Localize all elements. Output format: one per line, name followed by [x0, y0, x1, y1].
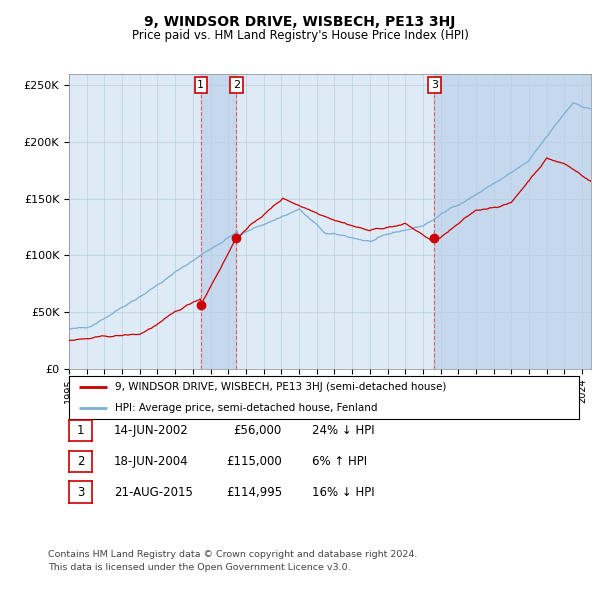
Text: Contains HM Land Registry data © Crown copyright and database right 2024.: Contains HM Land Registry data © Crown c… [48, 550, 418, 559]
Text: 2: 2 [77, 455, 84, 468]
Text: This data is licensed under the Open Government Licence v3.0.: This data is licensed under the Open Gov… [48, 563, 350, 572]
Text: 3: 3 [77, 486, 84, 499]
Text: 6% ↑ HPI: 6% ↑ HPI [312, 455, 367, 468]
Text: £115,000: £115,000 [226, 455, 282, 468]
Text: 14-JUN-2002: 14-JUN-2002 [114, 424, 189, 437]
Text: HPI: Average price, semi-detached house, Fenland: HPI: Average price, semi-detached house,… [115, 404, 377, 413]
Text: 9, WINDSOR DRIVE, WISBECH, PE13 3HJ (semi-detached house): 9, WINDSOR DRIVE, WISBECH, PE13 3HJ (sem… [115, 382, 446, 392]
Text: 24% ↓ HPI: 24% ↓ HPI [312, 424, 374, 437]
Text: £56,000: £56,000 [234, 424, 282, 437]
Text: 1: 1 [197, 80, 205, 90]
Text: 21-AUG-2015: 21-AUG-2015 [114, 486, 193, 499]
Text: £114,995: £114,995 [226, 486, 282, 499]
Text: 2: 2 [233, 80, 240, 90]
Bar [434, 74, 591, 369]
Text: 3: 3 [431, 80, 438, 90]
Text: 18-JUN-2004: 18-JUN-2004 [114, 455, 188, 468]
Text: Price paid vs. HM Land Registry's House Price Index (HPI): Price paid vs. HM Land Registry's House … [131, 30, 469, 42]
Text: 1: 1 [77, 424, 84, 437]
Bar [201, 74, 236, 369]
Text: 16% ↓ HPI: 16% ↓ HPI [312, 486, 374, 499]
Text: 9, WINDSOR DRIVE, WISBECH, PE13 3HJ: 9, WINDSOR DRIVE, WISBECH, PE13 3HJ [145, 15, 455, 29]
